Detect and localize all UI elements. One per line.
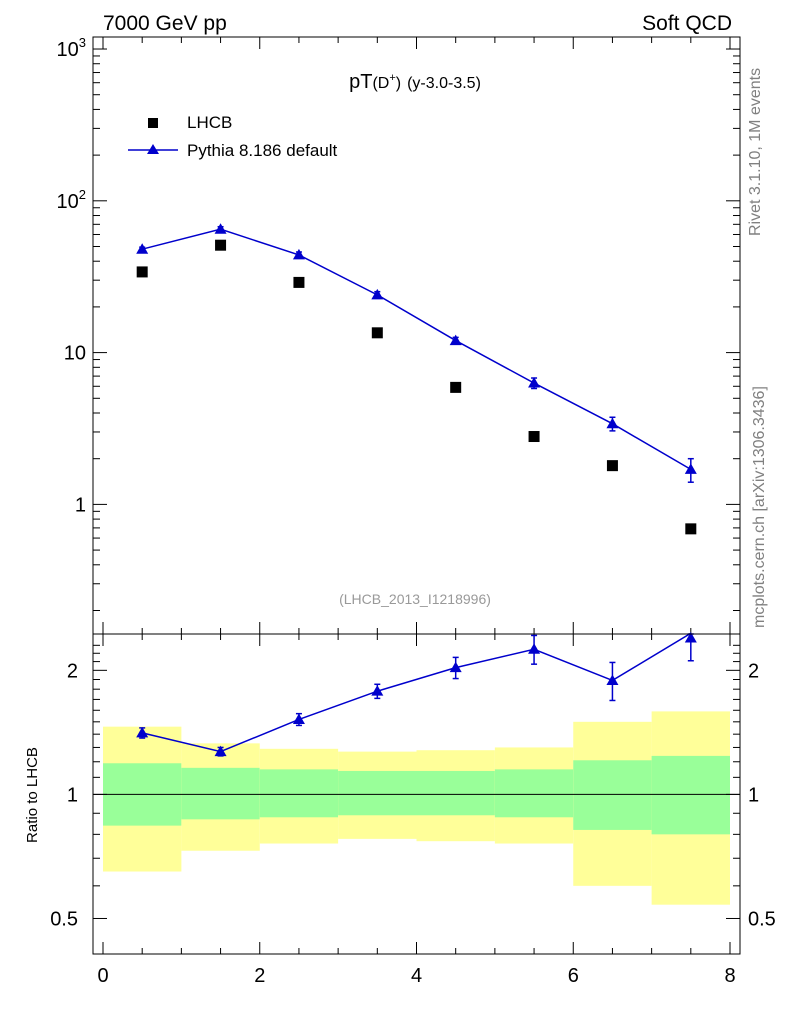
main-y-tick-label: 102 — [57, 187, 86, 213]
x-tick-label: 4 — [411, 965, 422, 987]
ratio-bands — [93, 711, 740, 905]
lhcb-point — [450, 381, 462, 393]
title-main: pT — [349, 71, 372, 93]
title-particle: (D — [372, 75, 389, 92]
ratio-point — [684, 632, 697, 643]
legend: LHCB Pythia 8.186 default — [128, 113, 338, 160]
x-tick-label: 6 — [568, 965, 579, 987]
pythia-point — [528, 377, 541, 388]
ratio-point — [214, 745, 227, 757]
ratio-y-tick-label-right: 0.5 — [748, 908, 776, 930]
green-band-bin — [181, 767, 260, 820]
pythia-point — [449, 334, 462, 346]
lhcb-point — [528, 431, 540, 443]
main-y-tick-base: 10 — [57, 191, 79, 213]
analysis-tag: (LHCB_2013_I1218996) — [339, 591, 491, 607]
main-y-tick-exp: 3 — [79, 35, 86, 50]
lhcb-point — [136, 266, 148, 278]
plot-title: pT(D+) (y-3.0-3.5) — [349, 71, 481, 93]
x-tick-label: 2 — [254, 965, 265, 987]
main-y-tick-base: 10 — [57, 39, 79, 61]
ratio-axis-ticks — [93, 634, 740, 954]
header-right: Soft QCD — [642, 12, 732, 35]
main-axis-ticks — [93, 37, 740, 634]
side-label-mcplots: mcplots.cern.ch [arXiv:1306.3436] — [751, 386, 768, 628]
pythia-point — [606, 417, 619, 429]
main-y-tick-label: 10 — [64, 343, 86, 365]
green-band-bin — [259, 769, 339, 818]
title-sup: + — [389, 72, 395, 84]
x-tick-label: 0 — [97, 965, 108, 987]
pythia-point — [136, 243, 149, 254]
side-label-rivet: Rivet 3.1.10, 1M events — [747, 68, 764, 236]
ratio-point — [606, 674, 619, 685]
ratio-point — [371, 685, 384, 696]
main-y-tick-label: 103 — [57, 35, 86, 61]
lhcb-point — [215, 239, 227, 251]
pythia-point — [684, 463, 697, 474]
ratio-y-tick-label-left: 1 — [67, 784, 78, 806]
pythia-point — [371, 288, 384, 300]
lhcb-point — [606, 460, 618, 472]
main-y-tick-exp: 2 — [79, 187, 86, 202]
ratio-line — [142, 632, 692, 753]
ratio-frame — [92, 633, 741, 955]
pythia-point — [292, 248, 305, 260]
ratio-y-tick-label-right: 2 — [748, 660, 759, 682]
ratio-ylabel: Ratio to LHCB — [24, 747, 41, 843]
green-band-bin — [416, 770, 495, 816]
pythia-line — [142, 228, 692, 471]
ratio-y-tick-label-left: 0.5 — [50, 908, 78, 930]
ratio-point — [528, 643, 541, 654]
green-band-bin — [338, 770, 417, 816]
ratio-y-tick-label-right: 1 — [748, 784, 759, 806]
x-tick-label: 8 — [724, 965, 735, 987]
lhcb-point — [685, 523, 697, 535]
legend-label-lhcb: LHCB — [187, 113, 232, 132]
lhcb-point — [293, 276, 305, 288]
main-series — [136, 223, 697, 535]
header-left: 7000 GeV pp — [103, 12, 227, 35]
main-y-tick-label: 1 — [75, 494, 86, 516]
green-band-bin — [573, 760, 652, 830]
ratio-point — [292, 713, 305, 724]
pythia-point — [214, 223, 227, 234]
ratio-point — [136, 726, 149, 738]
green-band-bin — [494, 769, 574, 818]
ratio-series — [136, 632, 697, 757]
ratio-y-tick-label-left: 2 — [67, 660, 78, 682]
green-band-bin — [651, 755, 730, 835]
legend-marker-lhcb — [148, 118, 158, 128]
lhcb-point — [371, 327, 383, 339]
legend-label-pythia: Pythia 8.186 default — [187, 141, 338, 160]
title-close: ) — [396, 75, 401, 92]
legend-marker-pythia — [147, 144, 159, 154]
ratio-point — [449, 661, 462, 673]
title-range: (y-3.0-3.5) — [407, 75, 481, 92]
